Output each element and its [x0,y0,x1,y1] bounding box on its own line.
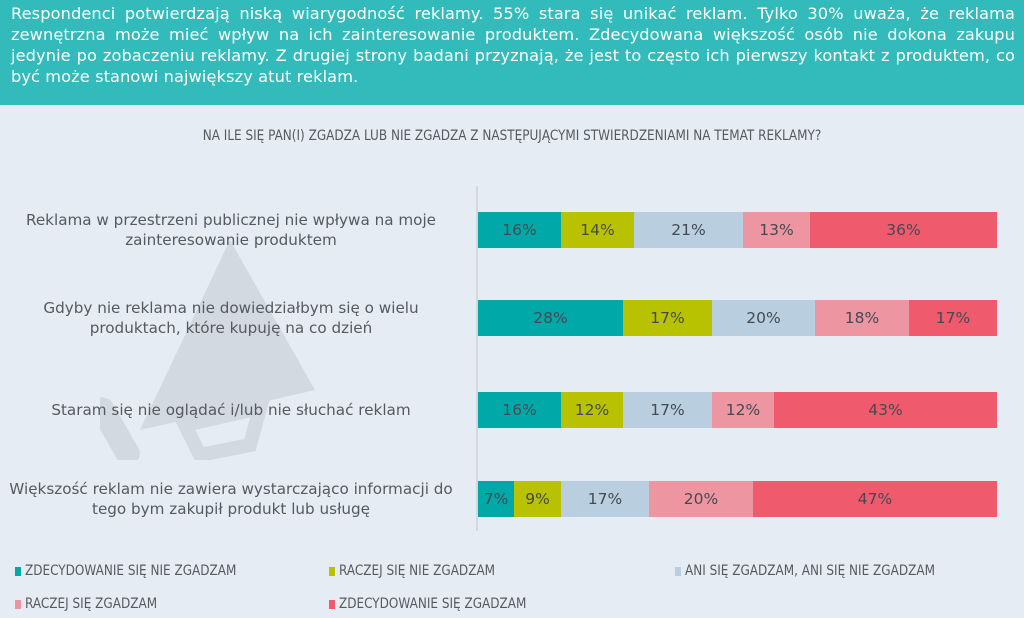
bar-segment: 43% [774,392,997,428]
legend-item: RACZEJ SIĘ NIE ZGADZAM [329,563,527,579]
legend-swatch [675,566,681,576]
bar-segment: 12% [712,392,774,428]
bar-row: 7% 9% 17% 20% 47% [478,481,997,517]
summary-header: Respondenci potwierdzają niską wiarygodn… [0,0,1024,105]
bar-row: 16% 14% 21% 13% 36% [478,212,997,248]
legend-swatch [15,599,21,609]
legend-swatch [329,566,335,576]
bar-segment: 17% [623,392,712,428]
legend-label: RACZEJ SIĘ NIE ZGADZAM [339,563,496,579]
legend-item: RACZEJ SIĘ ZGADZAM [15,596,184,612]
bar-segment: 47% [753,481,997,517]
category-label: Gdyby nie reklama nie dowiedziałbym się … [43,299,419,337]
legend-item: ZDECYDOWANIE SIĘ NIE ZGADZAM [15,563,280,579]
legend-label: ZDECYDOWANIE SIĘ NIE ZGADZAM [25,563,237,579]
bar-row: 28% 17% 20% 18% 17% [478,300,997,336]
category-label: Większość reklam nie zawiera wystarczają… [9,480,453,518]
bar-segment: 7% [478,481,514,517]
bar-segment: 16% [478,392,561,428]
bar-segment: 14% [561,212,634,248]
bar-segment: 20% [649,481,753,517]
legend-label: RACZEJ SIĘ ZGADZAM [25,596,158,612]
legend-label: ZDECYDOWANIE SIĘ ZGADZAM [339,596,527,612]
bar-segment: 17% [909,300,997,336]
category-label: Reklama w przestrzeni publicznej nie wpł… [25,211,437,249]
bar-segment: 18% [815,300,909,336]
bar-segment: 28% [478,300,623,336]
bar-segment: 17% [623,300,712,336]
bar-segment: 9% [514,481,561,517]
bar-segment: 13% [743,212,810,248]
bar-segment: 36% [810,212,997,248]
legend-swatch [329,599,335,609]
legend-item: ZDECYDOWANIE SIĘ ZGADZAM [329,596,565,612]
chart-axis [476,186,478,531]
bar-segment: 12% [561,392,623,428]
legend-item: ANI SIĘ ZGADZAM, ANI SIĘ NIE ZGADZAM [675,563,986,579]
legend-swatch [15,566,21,576]
bar-segment: 21% [634,212,743,248]
bar-segment: 20% [712,300,815,336]
megaphone-icon [100,240,315,460]
bar-row: 16% 12% 17% 12% 43% [478,392,997,428]
chart-title: NA ILE SIĘ PAN(I) ZGADZA LUB NIE ZGADZA … [202,128,822,144]
bar-segment: 16% [478,212,561,248]
summary-text: Respondenci potwierdzają niską wiarygodn… [11,4,1015,86]
legend-label: ANI SIĘ ZGADZAM, ANI SIĘ NIE ZGADZAM [685,563,935,579]
bar-segment: 17% [561,481,649,517]
category-label: Staram się nie oglądać i/lub nie słuchać… [51,401,411,419]
